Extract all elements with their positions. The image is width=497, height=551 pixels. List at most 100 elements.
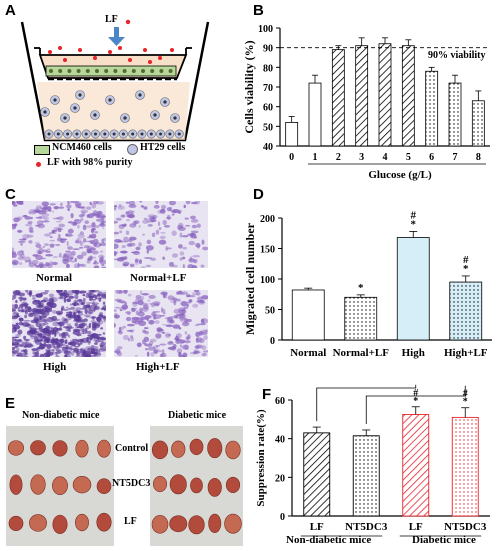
y-tick-label: 40 [275, 435, 285, 446]
lf-dot [158, 56, 162, 60]
panel-b-letter: B [253, 2, 264, 19]
image-label-high: High [43, 361, 67, 373]
tumor-sample [97, 439, 111, 458]
y-tick-label: 150 [260, 245, 275, 256]
lf-dot [143, 48, 147, 52]
y-tick-label: 200 [260, 214, 275, 225]
legend-ncm460: NCM460 cells [52, 142, 112, 153]
migration-image-high [8, 287, 110, 360]
ncm460-legend-icon [34, 145, 50, 155]
migration-image-normal [8, 198, 110, 270]
tumor-sample [96, 478, 112, 494]
x-tick-label: 1 [313, 152, 318, 163]
y-tick-label: 80 [263, 63, 273, 74]
tumor-sample [30, 440, 46, 456]
x-tick-label: 3 [359, 152, 364, 163]
tumor-sample [171, 440, 186, 458]
panel-e-letter: E [5, 395, 16, 412]
tumor-photo-diabetic [150, 426, 243, 546]
x-tick-label: NT5DC3 [444, 521, 487, 533]
bar-glucose-2 [331, 49, 345, 147]
bar-glucose-4 [378, 43, 392, 147]
y-tick-label: 20 [275, 473, 285, 484]
significance-mark: * [463, 397, 468, 408]
significance-mark: * [358, 282, 364, 294]
tumor-sample [151, 515, 169, 534]
group-label-diabetic: Diabetic mice [168, 410, 227, 421]
significance-mark: # [463, 254, 469, 266]
panel-f-letter: F [262, 386, 272, 403]
migration-image-high-lf [112, 288, 210, 359]
tumor-sample [9, 474, 23, 495]
y-tick-label: 100 [258, 24, 273, 35]
bar-suppression-2 [402, 414, 430, 517]
tumor-sample [52, 476, 68, 495]
x-tick-label: LF [310, 521, 324, 533]
bar-normal-lf [344, 296, 378, 341]
panel-a-letter: A [5, 2, 16, 19]
migration-chart: 050100150200Normal*Normal+LF#*High#*High… [243, 209, 492, 359]
tumor-sample [8, 440, 24, 456]
x-tick-label: 7 [453, 152, 458, 163]
significance-mark: # [411, 209, 417, 221]
tumor-sample [190, 477, 203, 494]
x-axis-title: Glucose (g/L) [368, 169, 432, 181]
arrow-icon [114, 27, 119, 37]
migration-image-normal-lf [110, 199, 209, 271]
x-tick-label: 2 [336, 152, 341, 163]
lf-dot [128, 58, 132, 62]
legend-lf: LF with 98% purity [47, 157, 133, 168]
lf-dot [58, 46, 62, 50]
comparison-bracket [316, 384, 417, 422]
lf-dot [78, 48, 82, 52]
y-tick-label: 90 [263, 44, 273, 55]
tumor-sample [75, 439, 89, 458]
lf-dot [93, 56, 97, 60]
row-label-control: Control [115, 443, 149, 454]
bar-suppression-3 [451, 416, 479, 517]
image-label-normal-lf: Normal+LF [130, 272, 187, 284]
bar-glucose-6 [425, 70, 439, 147]
bar-glucose-1 [308, 82, 322, 147]
lf-dot [170, 48, 174, 52]
tumor-photo-nondiabetic [6, 426, 114, 546]
ht29-legend-icon [127, 144, 138, 155]
tumor-sample [225, 440, 241, 460]
threshold-label: 90% viability [428, 50, 486, 61]
x-tick-label: 5 [406, 152, 411, 163]
bar-normal [291, 289, 325, 341]
transwell-schematic [20, 19, 210, 142]
viability-chart: 40 50 60 70 80 90 100 0 1 2 3 4 5 6 7 8 Glucose (g/L) Cel… [242, 24, 490, 181]
bar-glucose-7 [448, 82, 462, 147]
tumor-sample [52, 514, 68, 534]
row-label-nt5dc3: NT5DC3 [112, 478, 151, 489]
x-tick-label: Normal+LF [333, 347, 390, 359]
bar-high-lf [449, 281, 483, 341]
significance-mark: # [413, 388, 418, 399]
lf-label: LF [105, 14, 118, 25]
lf-dot [48, 50, 52, 54]
bar-glucose-3 [355, 45, 369, 147]
tumor-sample [29, 514, 47, 532]
y-tick-label: 100 [260, 275, 275, 286]
y-tick-label: 50 [263, 122, 273, 133]
tumor-sample [169, 474, 187, 495]
legend-ht29: HT29 cells [140, 142, 186, 153]
x-tick-label: 6 [429, 152, 434, 163]
x-tick-label: Normal [290, 347, 326, 359]
x-tick-label: 0 [289, 152, 294, 163]
y-tick-label: 60 [275, 396, 285, 407]
significance-mark: * [411, 218, 417, 230]
x-tick-label: High [402, 347, 425, 359]
tumor-sample [72, 476, 92, 494]
tumor-sample [224, 513, 242, 534]
y-tick-label: 0 [280, 512, 285, 523]
y-tick-label: 70 [263, 83, 273, 94]
lf-dot [63, 58, 67, 62]
lf-dot [148, 60, 152, 64]
bar-glucose-0 [285, 122, 299, 147]
tumor-sample [52, 440, 68, 457]
x-tick-label: NT5DC3 [345, 521, 388, 533]
y-axis-title: Cells viability (%) [242, 40, 256, 133]
panel-c-letter: C [5, 186, 16, 203]
